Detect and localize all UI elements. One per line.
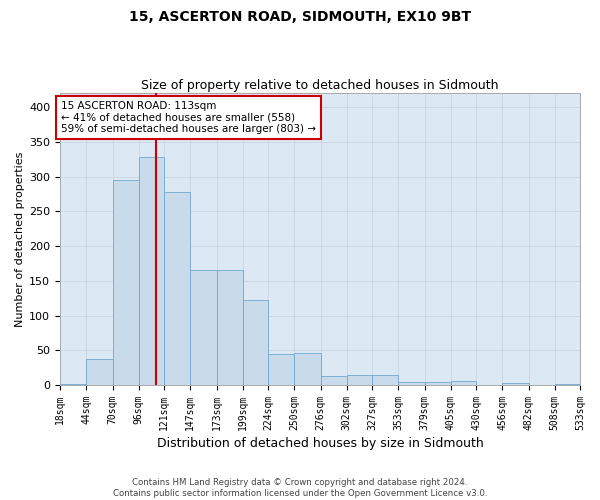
Bar [425,382,451,385]
Bar [502,383,529,385]
Bar [190,270,217,385]
Bar [60,384,86,385]
Text: 15, ASCERTON ROAD, SIDMOUTH, EX10 9BT: 15, ASCERTON ROAD, SIDMOUTH, EX10 9BT [129,10,471,24]
Bar [555,384,580,385]
Text: Contains HM Land Registry data © Crown copyright and database right 2024.
Contai: Contains HM Land Registry data © Crown c… [113,478,487,498]
Y-axis label: Number of detached properties: Number of detached properties [15,152,25,327]
Bar [268,354,294,385]
Text: 15 ASCERTON ROAD: 113sqm
← 41% of detached houses are smaller (558)
59% of semi-: 15 ASCERTON ROAD: 113sqm ← 41% of detach… [61,101,316,134]
Bar [372,376,398,385]
Bar [294,353,320,385]
Bar [217,270,243,385]
Title: Size of property relative to detached houses in Sidmouth: Size of property relative to detached ho… [141,79,499,92]
X-axis label: Distribution of detached houses by size in Sidmouth: Distribution of detached houses by size … [157,437,484,450]
Bar [113,180,139,385]
Bar [164,192,190,385]
Bar [243,300,268,385]
Bar [320,376,347,385]
Bar [347,376,372,385]
Bar [451,381,476,385]
Bar [139,157,164,385]
Bar [398,382,425,385]
Bar [86,358,113,385]
